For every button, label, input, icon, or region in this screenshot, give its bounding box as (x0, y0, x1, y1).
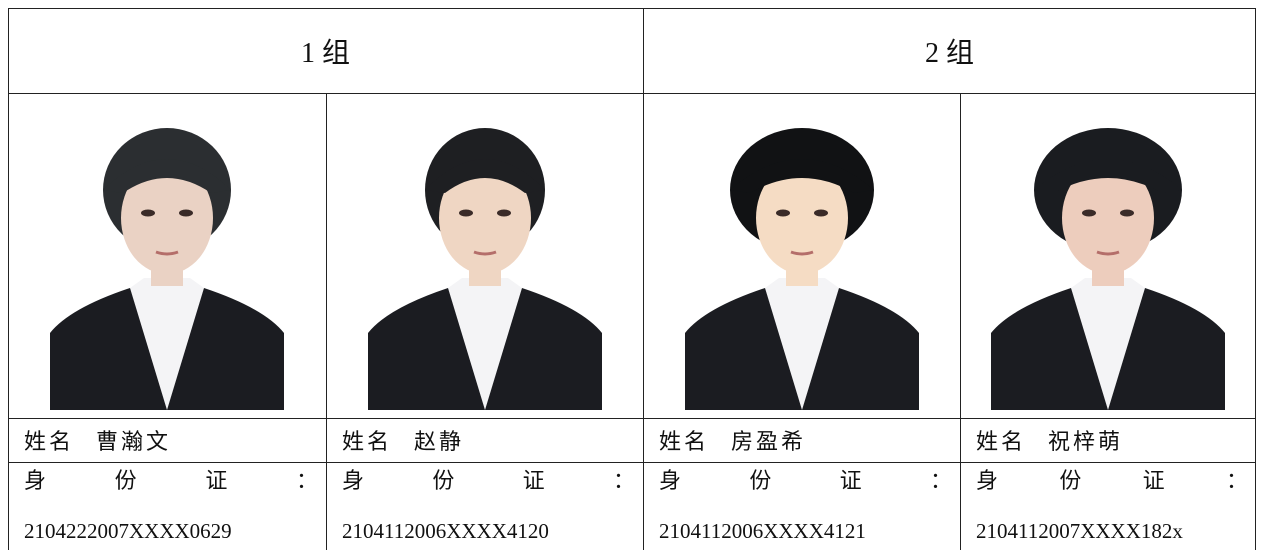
col-line (643, 8, 644, 550)
name-label: 姓名 (24, 429, 75, 454)
photo (684, 118, 919, 410)
group-title: 2 组 (924, 37, 974, 69)
id-number: 2104222007XXXX0629 (24, 519, 232, 543)
name: 赵静 (414, 429, 465, 454)
group-title: 1 组 (300, 37, 350, 69)
table-frame (8, 8, 1256, 550)
fringe (424, 159, 545, 193)
fringe (1034, 159, 1182, 193)
eye (1082, 209, 1096, 217)
face (1062, 162, 1154, 274)
id-label: 身 份 证 ： (976, 468, 1248, 493)
name-cell: 姓名 祝梓萌 (976, 418, 1123, 462)
id-label: 身 份 证 ： (342, 468, 635, 493)
photo (991, 118, 1225, 410)
id-number: 2104112006XXXX4120 (342, 519, 549, 543)
fringe (103, 159, 231, 193)
face (438, 162, 531, 274)
eye (1120, 209, 1134, 217)
shirt (130, 278, 204, 410)
name-cell: 姓名 曹瀚文 (24, 418, 171, 462)
row-line (8, 93, 1256, 94)
col-line (326, 93, 327, 550)
id-label: 身 份 证 ： (659, 468, 952, 493)
face (755, 162, 848, 274)
mouth (1096, 250, 1120, 256)
name-label: 姓名 (659, 429, 710, 454)
photo (367, 118, 602, 410)
portrait (684, 118, 919, 410)
eye (141, 209, 155, 217)
mouth (789, 250, 814, 256)
id-label: 身 份 证 ： (24, 468, 318, 493)
photo (50, 118, 284, 410)
name: 房盈希 (731, 429, 807, 454)
eye (458, 209, 473, 217)
name-cell: 姓名 赵静 (342, 418, 464, 462)
fringe (729, 159, 874, 193)
shirt (1071, 278, 1145, 410)
mouth (155, 250, 179, 256)
col-line (960, 93, 961, 550)
shirt (764, 278, 839, 410)
eye (496, 209, 511, 217)
shirt (447, 278, 522, 410)
name: 祝梓萌 (1048, 429, 1124, 454)
id-number: 2104112006XXXX4121 (659, 519, 866, 543)
row-line (8, 462, 1256, 463)
portrait (50, 118, 284, 410)
id-number: 2104112007XXXX182x (976, 519, 1183, 543)
name-label: 姓名 (976, 429, 1027, 454)
mouth (472, 250, 497, 256)
eye (179, 209, 193, 217)
row-line (8, 418, 1256, 419)
eye (813, 209, 828, 217)
portrait (367, 118, 602, 410)
name-cell: 姓名 房盈希 (659, 418, 806, 462)
name-label: 姓名 (342, 429, 393, 454)
eye (775, 209, 790, 217)
portrait (991, 118, 1225, 410)
name: 曹瀚文 (96, 429, 172, 454)
face (121, 162, 213, 274)
